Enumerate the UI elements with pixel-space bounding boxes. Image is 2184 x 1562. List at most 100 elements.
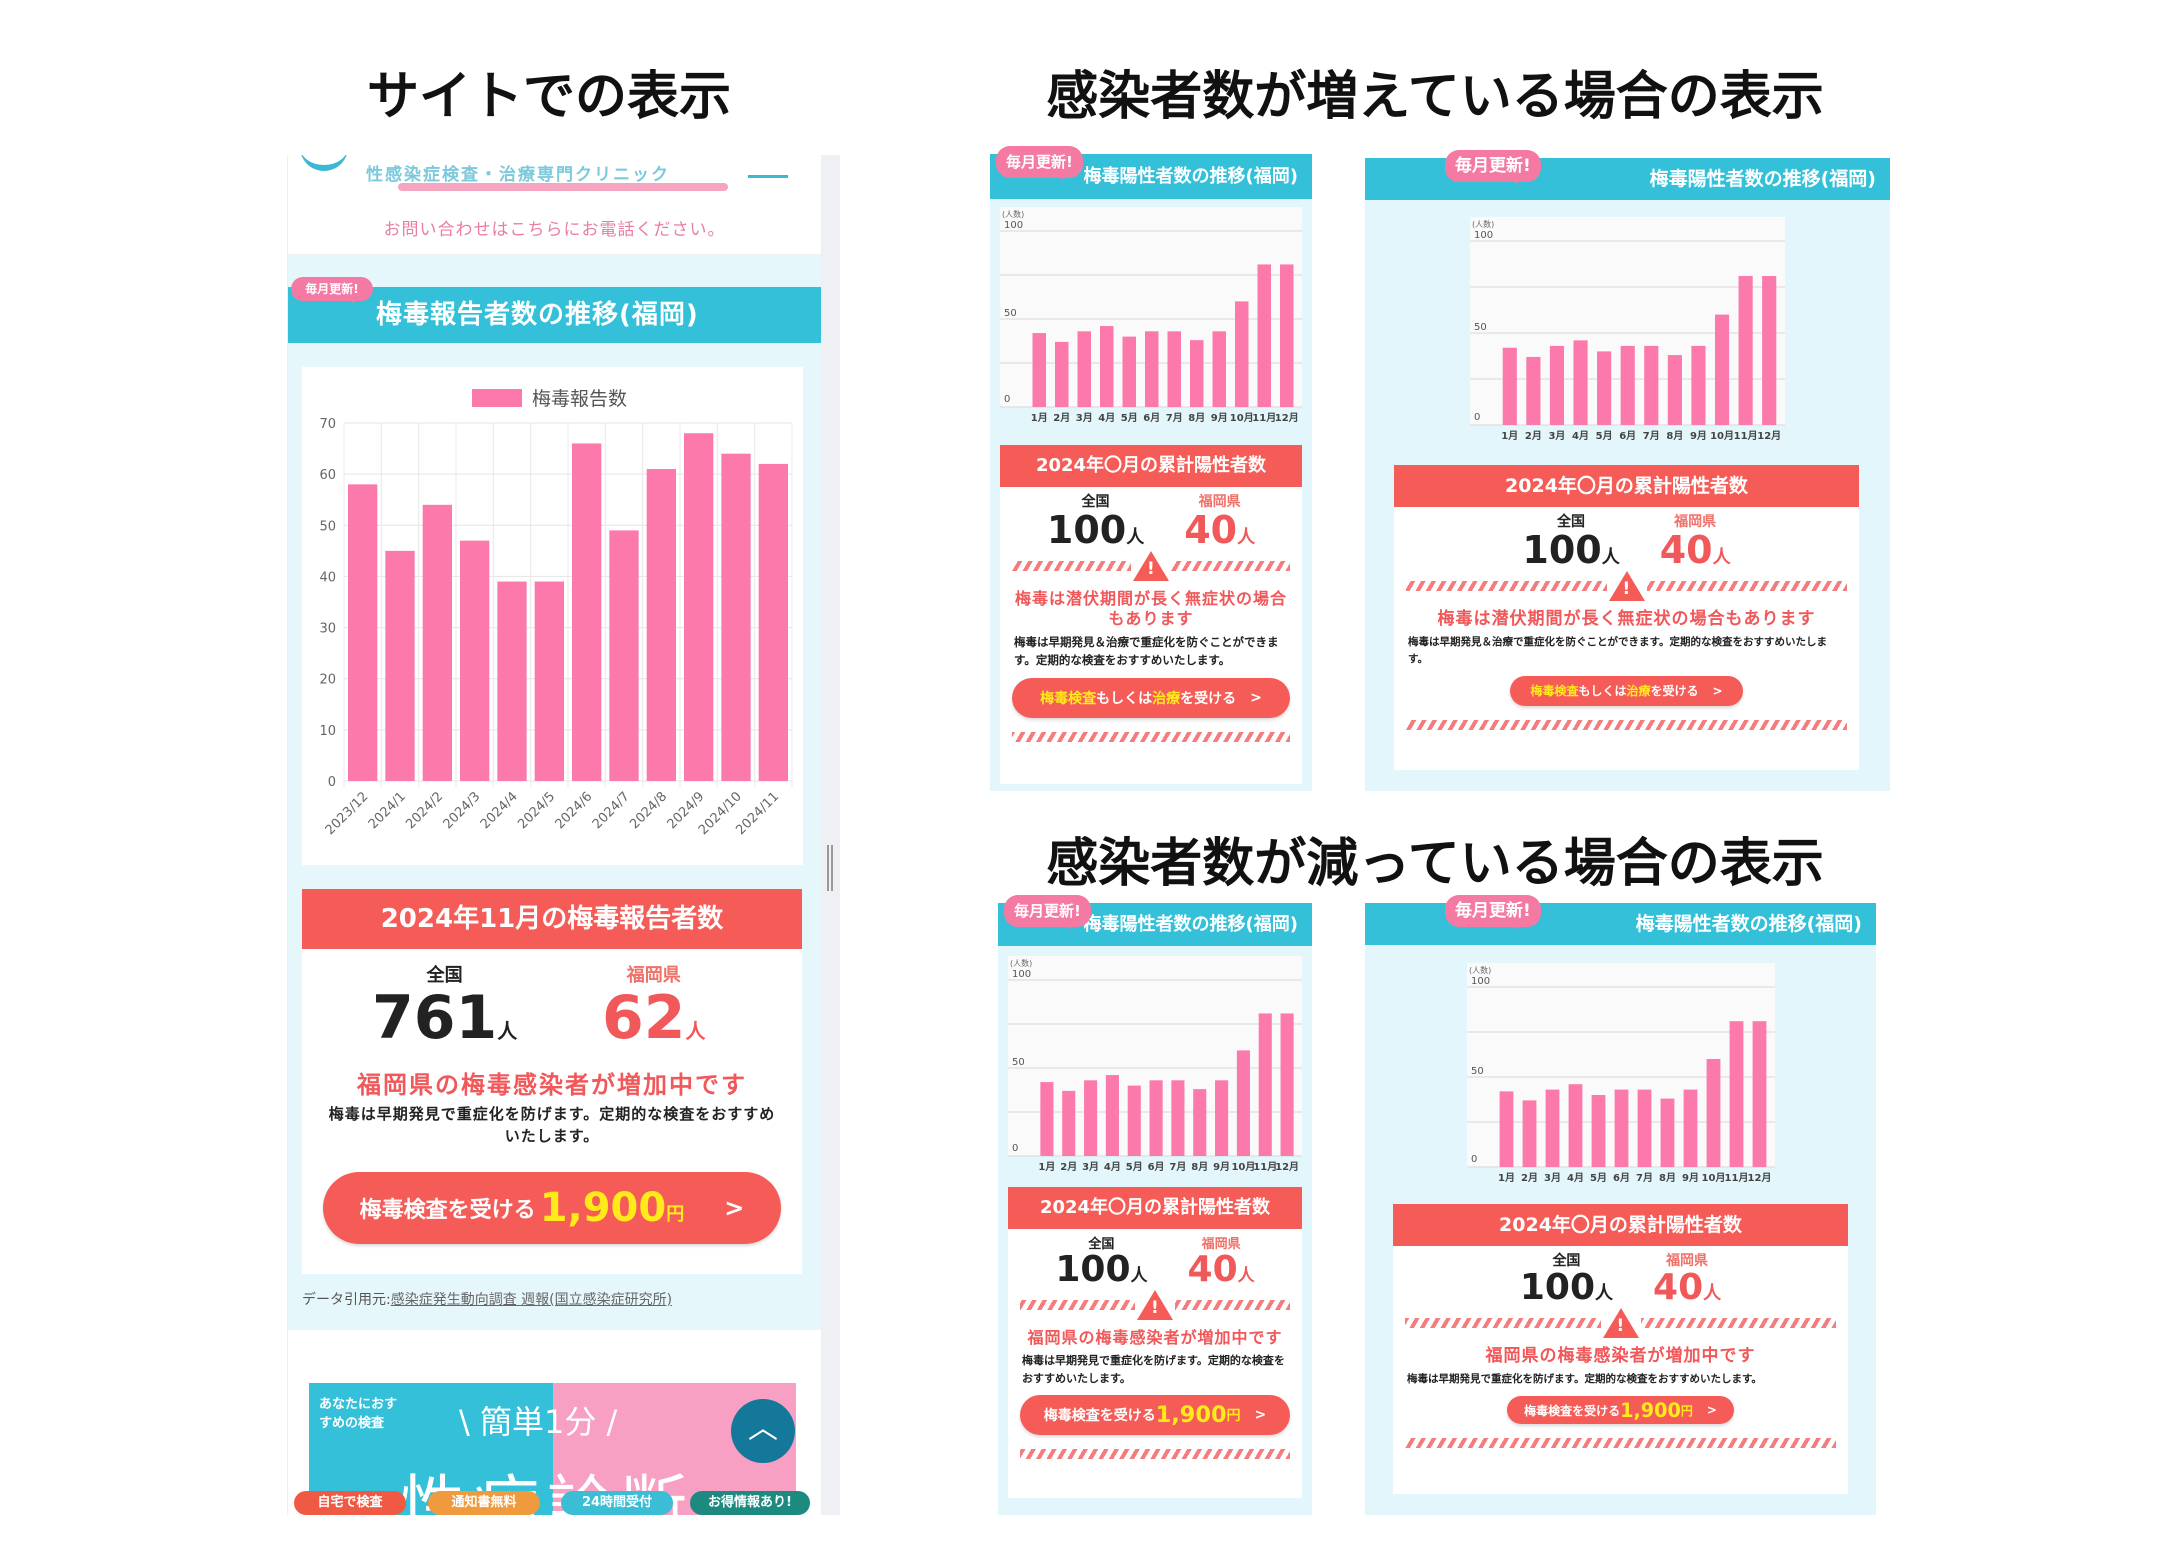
pill-deals[interactable]: お得情報あり!	[690, 1491, 810, 1515]
x-tick-label: 11月	[1725, 1172, 1749, 1184]
chevron-right-icon: >	[1250, 689, 1262, 706]
y-axis-label: (人数)	[1472, 219, 1494, 229]
cta-button[interactable]: 梅毒検査を受ける 1,900 円 >	[1506, 1396, 1735, 1425]
bar-2024/11	[758, 463, 788, 781]
bar-10月	[1236, 1050, 1250, 1156]
y-tick-label: 70	[319, 417, 336, 432]
chevron-right-icon: >	[1712, 683, 1723, 698]
bar-1月	[1040, 1082, 1054, 1156]
summary-title: 2024年〇月の累計陽性者数	[1394, 465, 1859, 507]
unit: 人	[1130, 1266, 1148, 1286]
cta-button[interactable]: 梅毒検査 もしくは 治療 を受ける >	[1012, 677, 1290, 718]
stripe-divider	[1405, 1438, 1836, 1449]
pref-value-row: 40人	[1653, 1270, 1721, 1306]
x-tick-label: 6月	[1613, 1172, 1630, 1184]
x-tick-label: 9月	[1682, 1172, 1699, 1184]
prefecture-unit: 人	[685, 1019, 706, 1043]
bar-11月	[1258, 1013, 1272, 1156]
x-tick-label: 2024/3	[441, 789, 484, 832]
button-text-part: 1,900	[1155, 1402, 1227, 1429]
x-tick-label: 7月	[1636, 1172, 1653, 1184]
stats-row: 全国 100人 福岡県 40人	[1000, 491, 1302, 549]
button-text-part: を受ける	[1180, 690, 1237, 707]
national-value-row: 100人	[1520, 1270, 1613, 1306]
bar-6月	[1149, 1080, 1163, 1156]
x-tick-label: 2024/2	[403, 789, 446, 832]
bar-1月	[1502, 347, 1517, 425]
stats-row: 全国 100人 福岡県 40人	[1394, 511, 1859, 569]
cta-button[interactable]: 梅毒検査 もしくは 治療 を受ける >	[1510, 675, 1743, 706]
unit: 人	[1712, 547, 1731, 568]
chevron-up-icon: ︿	[748, 1411, 778, 1446]
chart-card: 梅毒報告数 0 10 20 30 40 50 60 70 2023/12 2024/1 2024/2 2…	[302, 367, 803, 865]
pill-home-test[interactable]: 自宅で検査	[294, 1491, 406, 1515]
bar-2024/3	[460, 540, 490, 781]
site-header: 性感染症検査・治療専門クリニック お問い合わせはこちらにお電話ください。	[288, 155, 821, 255]
bar-10月	[1235, 301, 1249, 407]
chart-area: (人数) 0 50 100 1月 2月 3月 4月 5月 6月 7月 8月 9月 10月 11月 12月	[1467, 963, 1775, 1187]
y-tick-label: 50	[1471, 1066, 1484, 1077]
y-tick-label: 10	[319, 724, 336, 739]
unit: 人	[1595, 1283, 1614, 1304]
banner-catch: \ 簡単1分 /	[459, 1403, 618, 1441]
monthly-update-badge: 毎月更新!	[1445, 895, 1541, 929]
warning-icon: !	[1133, 551, 1169, 581]
pref-stat: 福岡県 40人	[1188, 1233, 1255, 1288]
pill-24h[interactable]: 24時間受付	[561, 1491, 673, 1515]
chart-section: 梅毒報告者数の推移(福岡) 毎月更新! 梅毒報告数 0 10 20 30 40 50 60 70…	[288, 255, 821, 1330]
x-tick-label: 8月	[1188, 412, 1205, 424]
y-tick-label: 50	[1474, 322, 1487, 333]
bar-5月	[1122, 336, 1136, 407]
x-tick-label: 10月	[1702, 1172, 1726, 1184]
pref-value: 40	[1659, 528, 1713, 572]
national-label: 全国	[1552, 1253, 1581, 1269]
x-tick-label: 7月	[1643, 430, 1660, 442]
bar-2024/8	[646, 469, 676, 781]
bar-4月	[1573, 340, 1588, 425]
book-test-button[interactable]: 梅毒検査を受ける 1,900 円 >	[323, 1172, 781, 1244]
y-tick-label: 100	[1474, 230, 1493, 241]
pill-free-notice[interactable]: 通知書無料	[428, 1491, 540, 1515]
stripe-divider	[1012, 561, 1131, 571]
y-tick-label: 100	[1004, 220, 1023, 231]
stripe-divider	[1640, 1318, 1836, 1328]
mockup-3: 梅毒陽性者数の推移(福岡) 毎月更新! (人数) 0 50 100 1月 2月 3月 4月 5月 6月…	[998, 895, 1312, 1515]
scrollbar-thumb[interactable]	[827, 845, 833, 891]
bar-9月	[1212, 331, 1226, 407]
bar-12月	[1280, 264, 1294, 407]
report-count-bar-chart: 梅毒報告数0102030405060702023/122024/12024/22…	[319, 388, 793, 838]
stripe-divider	[1012, 731, 1290, 742]
warning-text: 福岡県の梅毒感染者が増加中です	[1485, 1346, 1756, 1366]
warning-icon: !	[1608, 571, 1645, 601]
bar-8月	[1193, 1089, 1207, 1156]
logo-icon	[300, 155, 348, 171]
bar-7月	[1637, 1089, 1652, 1167]
bar-10月	[1706, 1059, 1721, 1167]
stripe-divider	[1406, 581, 1607, 591]
national-stat: 全国 100人	[1520, 1250, 1613, 1306]
warning-description: 梅毒は早期発見で重症化を防げます。定期的な検査をおすすめいたします。	[328, 1105, 776, 1145]
national-unit: 人	[497, 1019, 518, 1043]
phone-number-cropped[interactable]	[398, 183, 728, 191]
pref-label: 福岡県	[1201, 1237, 1241, 1252]
scrollbar-track[interactable]	[821, 155, 840, 1515]
scroll-to-top-button[interactable]: ︿	[731, 1399, 795, 1463]
menu-icon[interactable]	[748, 175, 788, 178]
warning-text: 福岡県の梅毒感染者が増加中です	[1027, 1328, 1283, 1347]
pref-value-row: 40人	[1184, 511, 1255, 549]
bar-6月	[1620, 345, 1635, 425]
stripe-divider	[1406, 719, 1847, 730]
pref-stat: 福岡県 40人	[1653, 1250, 1721, 1306]
site-preview: 性感染症検査・治療専門クリニック お問い合わせはこちらにお電話ください。 梅毒報…	[287, 155, 840, 1515]
bar-7月	[1644, 345, 1659, 425]
x-tick-label: 9月	[1213, 1161, 1230, 1173]
cta-button[interactable]: 梅毒検査を受ける 1,900 円 >	[1019, 1395, 1291, 1436]
x-tick-label: 2月	[1525, 430, 1542, 442]
summary-card: 2024年〇月の累計陽性者数 全国 100人 福岡県 40人! 福岡県の梅毒感染者が増加中…	[1008, 1187, 1302, 1498]
bar-9月	[1215, 1080, 1229, 1156]
chart-area: (人数) 0 50 100 1月 2月 3月 4月 5月 6月 7月 8月 9月 10月 11月 12月	[1008, 956, 1302, 1176]
y-tick-label: 0	[328, 775, 336, 790]
bar-2024/6	[572, 443, 602, 781]
warning-divider: !	[1405, 1308, 1836, 1338]
source-link[interactable]: 感染症発生動向調査 週報(国立感染症研究所)	[390, 1292, 673, 1308]
